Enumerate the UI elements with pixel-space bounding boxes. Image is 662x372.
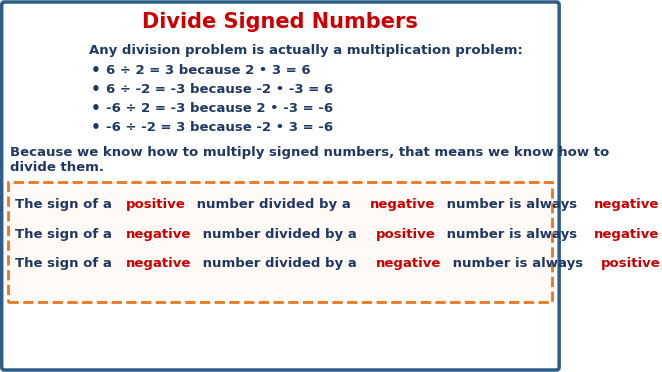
Text: number is always: number is always	[442, 228, 581, 241]
Text: number divided by a: number divided by a	[198, 257, 361, 270]
Text: -6 ÷ -2 = 3 because -2 • 3 = -6: -6 ÷ -2 = 3 because -2 • 3 = -6	[106, 121, 333, 134]
Text: •: •	[91, 62, 101, 77]
Text: positive: positive	[376, 228, 436, 241]
Text: •: •	[91, 81, 101, 96]
Text: •: •	[91, 100, 101, 115]
Text: number divided by a: number divided by a	[198, 228, 361, 241]
Text: negative: negative	[126, 228, 191, 241]
FancyBboxPatch shape	[2, 2, 559, 370]
Text: The sign of a: The sign of a	[15, 228, 117, 241]
Text: 6 ÷ -2 = -3 because -2 • -3 = 6: 6 ÷ -2 = -3 because -2 • -3 = 6	[106, 83, 333, 96]
Text: negative: negative	[594, 198, 660, 211]
Text: number is always: number is always	[442, 198, 581, 211]
Text: negative: negative	[376, 257, 442, 270]
Text: Divide Signed Numbers: Divide Signed Numbers	[142, 12, 418, 32]
Text: 6 ÷ 2 = 3 because 2 • 3 = 6: 6 ÷ 2 = 3 because 2 • 3 = 6	[106, 64, 310, 77]
Text: negative: negative	[370, 198, 436, 211]
Text: negative: negative	[594, 228, 660, 241]
Text: positive: positive	[600, 257, 660, 270]
FancyBboxPatch shape	[9, 182, 552, 302]
Text: •: •	[91, 119, 101, 135]
Text: number is always: number is always	[448, 257, 587, 270]
Text: The sign of a: The sign of a	[15, 257, 117, 270]
Text: The sign of a: The sign of a	[15, 198, 117, 211]
Text: number divided by a: number divided by a	[191, 198, 355, 211]
Text: positive: positive	[126, 198, 186, 211]
Text: -6 ÷ 2 = -3 because 2 • -3 = -6: -6 ÷ 2 = -3 because 2 • -3 = -6	[106, 102, 333, 115]
Text: Because we know how to multiply signed numbers, that means we know how to: Because we know how to multiply signed n…	[10, 145, 610, 158]
Text: negative: negative	[126, 257, 191, 270]
Text: Any division problem is actually a multiplication problem:: Any division problem is actually a multi…	[89, 44, 523, 57]
Text: divide them.: divide them.	[10, 160, 104, 173]
